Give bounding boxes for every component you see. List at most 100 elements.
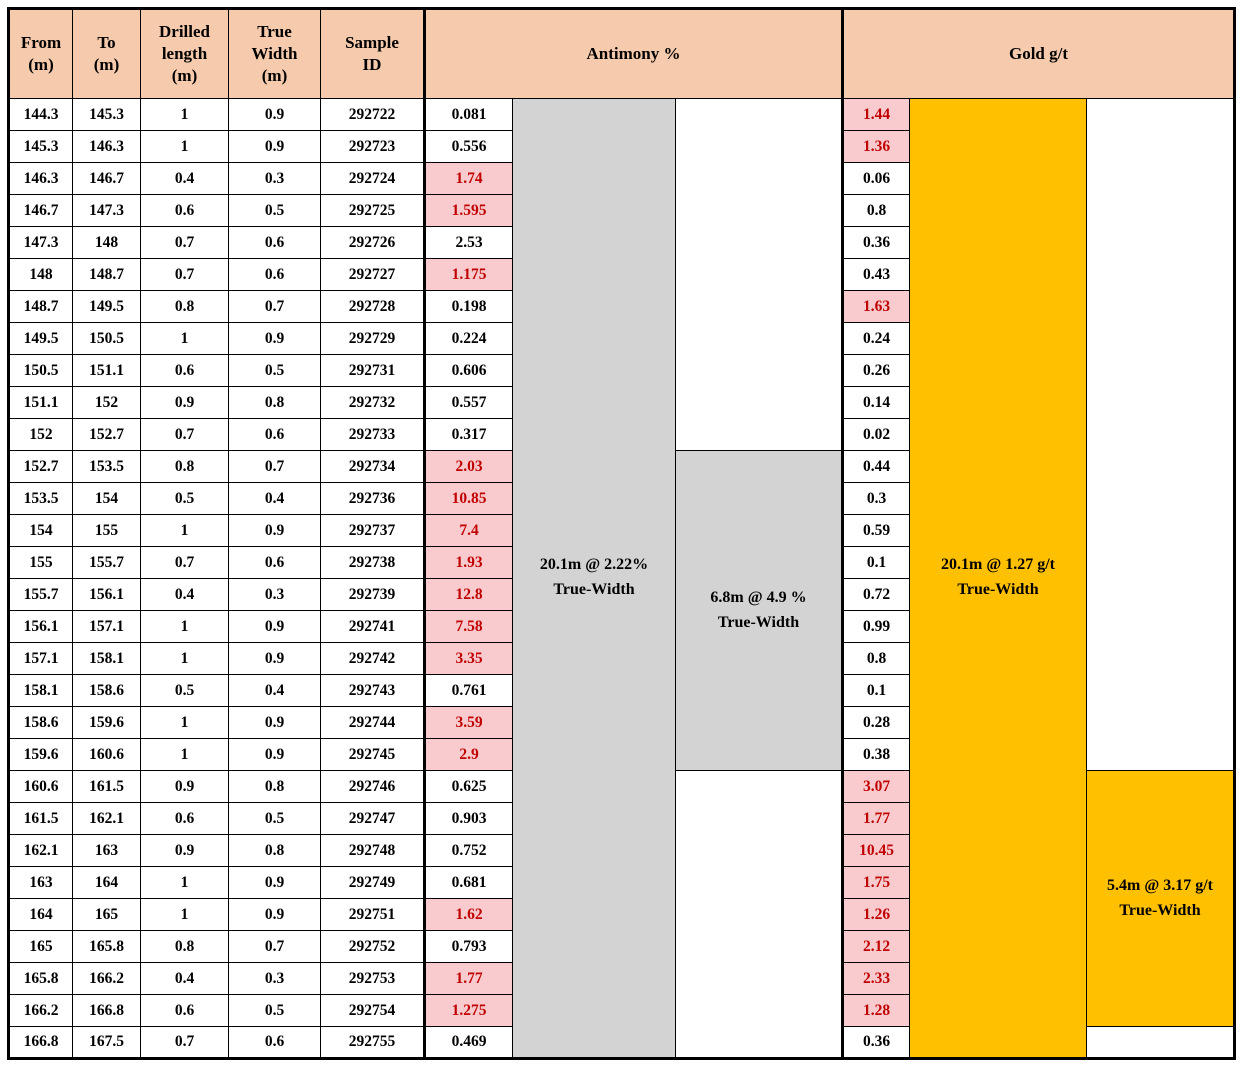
drilled-length-cell: 0.5 (140, 674, 229, 707)
to-cell: 148 (72, 226, 141, 259)
table-row: 146.7 147.3 0.6 0.5 292725 1.595 0.8 (8, 194, 1235, 227)
table-row: 144.3 145.3 1 0.9 292722 0.081 20.1m @ 2.22% T… (8, 98, 1235, 1059)
antimony-subinterval-band: 6.8m @ 4.9 % True-Width (675, 450, 843, 771)
header-row: From (m) To (m) Drilled length (m) True … (8, 8, 1235, 99)
true-width-cell: 0.3 (228, 962, 321, 995)
from-cell: 165.8 (8, 962, 73, 995)
true-width-cell: 0.6 (228, 226, 321, 259)
drilled-length-cell: 0.5 (140, 482, 229, 515)
sample-id-cell: 292727 (320, 258, 425, 291)
sample-id-cell: 292725 (320, 194, 425, 227)
gold-value-cell: 1.44 (841, 98, 910, 131)
table-row: 148.7 149.5 0.8 0.7 292728 0.198 1.63 (8, 290, 1235, 323)
from-cell: 166.2 (8, 994, 73, 1027)
true-width-cell: 0.9 (228, 98, 321, 131)
true-width-cell: 0.9 (228, 738, 321, 771)
from-cell: 153.5 (8, 482, 73, 515)
to-cell: 165.8 (72, 930, 141, 963)
gold-value-cell: 1.26 (841, 898, 910, 931)
antimony-value-cell: 10.85 (423, 482, 513, 515)
gold-value-cell: 0.99 (841, 610, 910, 643)
antimony-value-cell: 0.793 (423, 930, 513, 963)
to-cell: 164 (72, 866, 141, 899)
sample-id-cell: 292752 (320, 930, 425, 963)
true-width-cell: 0.5 (228, 194, 321, 227)
gold-value-cell: 0.43 (841, 258, 910, 291)
from-cell: 147.3 (8, 226, 73, 259)
table-row: 157.1 158.1 1 0.9 292742 3.35 0.8 (8, 642, 1235, 675)
to-cell: 146.3 (72, 130, 141, 163)
true-width-cell: 0.5 (228, 354, 321, 387)
true-width-cell: 0.6 (228, 546, 321, 579)
true-width-cell: 0.3 (228, 578, 321, 611)
true-width-cell: 0.9 (228, 514, 321, 547)
sample-id-cell: 292729 (320, 322, 425, 355)
table-row: 155 155.7 0.7 0.6 292738 1.93 0.1 (8, 546, 1235, 579)
drilled-length-cell: 0.4 (140, 962, 229, 995)
from-cell: 152.7 (8, 450, 73, 483)
col-header-drilled-length: Drilled length (m) (140, 8, 229, 99)
sample-id-cell: 292739 (320, 578, 425, 611)
gold-value-cell: 1.63 (841, 290, 910, 323)
table-row: 154 155 1 0.9 292737 7.4 0.59 (8, 514, 1235, 547)
gold-total-interval-band-label: 20.1m @ 1.27 g/t True-Width (941, 556, 1055, 598)
to-cell: 147.3 (72, 194, 141, 227)
antimony-value-cell: 0.224 (423, 322, 513, 355)
table-row: 158.1 158.6 0.5 0.4 292743 0.761 0.1 (8, 674, 1235, 707)
sample-id-cell: 292753 (320, 962, 425, 995)
sample-id-cell: 292734 (320, 450, 425, 483)
drilled-length-cell: 0.7 (140, 258, 229, 291)
sample-id-cell: 292733 (320, 418, 425, 451)
sample-id-cell: 292749 (320, 866, 425, 899)
drill-assay-table: From (m) To (m) Drilled length (m) True … (7, 7, 1236, 1060)
from-cell: 145.3 (8, 130, 73, 163)
antimony-value-cell: 0.557 (423, 386, 513, 419)
col-header-to: To (m) (72, 8, 141, 99)
drilled-length-cell: 0.6 (140, 802, 229, 835)
sample-id-cell: 292723 (320, 130, 425, 163)
table-row: 150.5 151.1 0.6 0.5 292731 0.606 0.26 (8, 354, 1235, 387)
true-width-cell: 0.6 (228, 418, 321, 451)
gold-value-cell: 0.26 (841, 354, 910, 387)
table-row: 151.1 152 0.9 0.8 292732 0.557 0.14 (8, 386, 1235, 419)
sample-id-cell: 292742 (320, 642, 425, 675)
to-cell: 167.5 (72, 1026, 141, 1059)
true-width-cell: 0.8 (228, 834, 321, 867)
gold-value-cell: 0.1 (841, 674, 910, 707)
from-cell: 151.1 (8, 386, 73, 419)
drilled-length-cell: 1 (140, 130, 229, 163)
antimony-value-cell: 1.77 (423, 962, 513, 995)
antimony-value-cell: 3.35 (423, 642, 513, 675)
to-cell: 154 (72, 482, 141, 515)
antimony-value-cell: 1.62 (423, 898, 513, 931)
gold-value-cell: 0.36 (841, 1026, 910, 1059)
true-width-cell: 0.5 (228, 802, 321, 835)
gold-value-cell: 1.36 (841, 130, 910, 163)
sample-id-cell: 292738 (320, 546, 425, 579)
drilled-length-cell: 0.7 (140, 1026, 229, 1059)
sample-id-cell: 292751 (320, 898, 425, 931)
drilled-length-cell: 0.6 (140, 194, 229, 227)
from-cell: 166.8 (8, 1026, 73, 1059)
true-width-cell: 0.4 (228, 674, 321, 707)
antimony-value-cell: 0.681 (423, 866, 513, 899)
to-cell: 165 (72, 898, 141, 931)
sample-id-cell: 292746 (320, 770, 425, 803)
antimony-value-cell: 0.317 (423, 418, 513, 451)
col-header-sample-id: Sample ID (320, 8, 425, 99)
from-cell: 146.3 (8, 162, 73, 195)
table-row: 155.7 156.1 0.4 0.3 292739 12.8 0.72 (8, 578, 1235, 611)
antimony-total-interval-band: 20.1m @ 2.22% True-Width (512, 98, 676, 1059)
table-row: 159.6 160.6 1 0.9 292745 2.9 0.38 (8, 738, 1235, 771)
table-row: 148 148.7 0.7 0.6 292727 1.175 0.43 (8, 258, 1235, 291)
gold-value-cell: 1.77 (841, 802, 910, 835)
antimony-subinterval-spacer-top (675, 98, 843, 451)
antimony-value-cell: 7.4 (423, 514, 513, 547)
from-cell: 146.7 (8, 194, 73, 227)
table-row: 153.5 154 0.5 0.4 292736 10.85 0.3 (8, 482, 1235, 515)
true-width-cell: 0.9 (228, 322, 321, 355)
sample-id-cell: 292724 (320, 162, 425, 195)
sample-id-cell: 292743 (320, 674, 425, 707)
drilled-length-cell: 0.4 (140, 162, 229, 195)
to-cell: 153.5 (72, 450, 141, 483)
